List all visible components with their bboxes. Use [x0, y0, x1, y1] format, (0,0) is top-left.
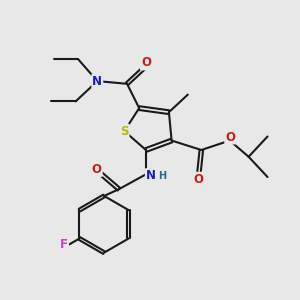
Text: O: O	[92, 163, 102, 176]
Text: H: H	[158, 171, 166, 181]
Text: O: O	[225, 130, 235, 143]
Text: S: S	[120, 124, 129, 138]
Text: N: N	[92, 75, 102, 88]
Text: O: O	[194, 173, 204, 186]
Text: N: N	[146, 169, 156, 182]
Text: F: F	[60, 238, 68, 251]
Text: O: O	[141, 56, 151, 70]
